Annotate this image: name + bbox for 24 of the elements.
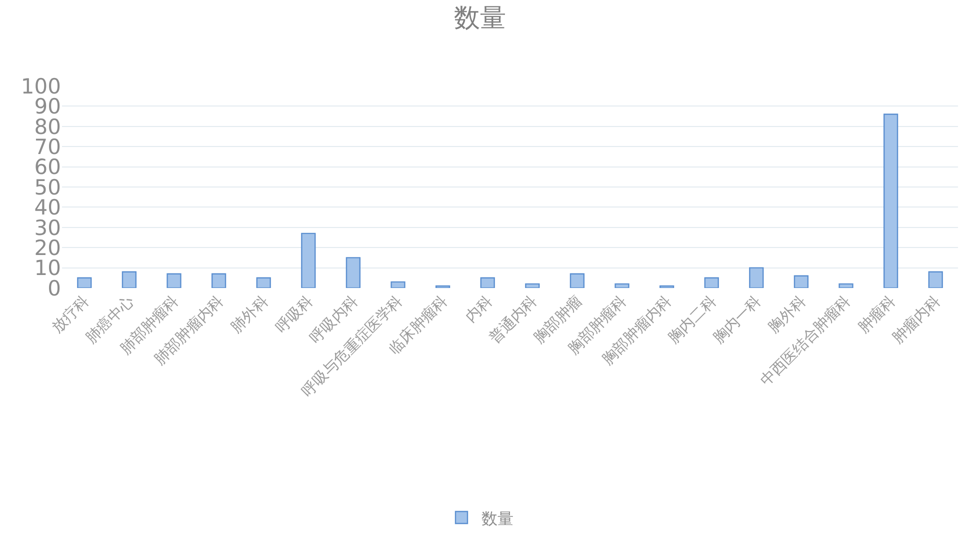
bar (480, 277, 495, 288)
bar (614, 283, 630, 288)
bar (659, 285, 674, 288)
bar (122, 271, 137, 288)
bar (435, 285, 450, 288)
bar (301, 232, 316, 288)
bar (838, 283, 854, 288)
chart-title: 数量 (454, 3, 506, 34)
bar (883, 114, 898, 288)
bar (346, 257, 361, 288)
bar (794, 275, 809, 288)
bar (256, 277, 271, 288)
bar (211, 273, 226, 288)
legend-label: 数量 (482, 508, 514, 528)
bar (525, 283, 540, 288)
bar (749, 267, 764, 288)
bar (570, 273, 585, 288)
bar (390, 281, 406, 288)
bar (704, 277, 719, 288)
bar (166, 273, 182, 288)
bar (928, 271, 943, 288)
bar (77, 277, 92, 288)
x-tick-label: 内科 (462, 292, 496, 326)
x-tick-label: 肺外科 (227, 292, 272, 336)
